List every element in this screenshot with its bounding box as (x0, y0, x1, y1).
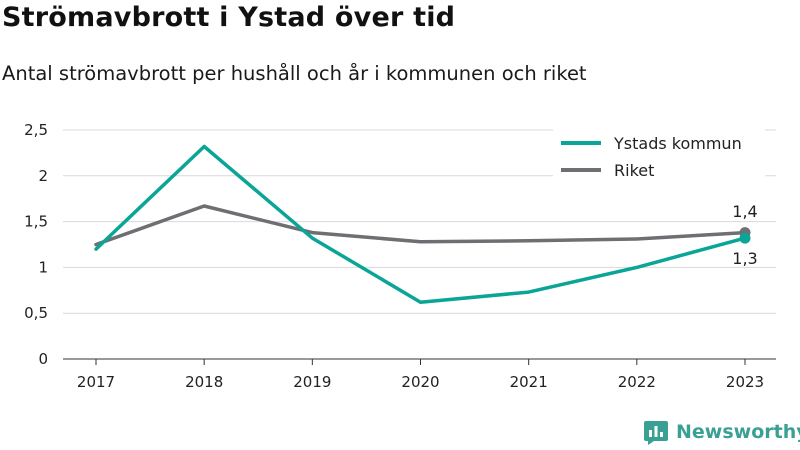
x-tick-label: 2023 (726, 373, 764, 391)
series-lines (94, 144, 747, 304)
legend: Ystads kommun Riket (561, 134, 742, 180)
y-tick-label: 1,5 (24, 213, 48, 231)
x-tick-label: 2022 (618, 373, 656, 391)
series-endpoints (739, 227, 751, 244)
x-tick-label: 2021 (510, 373, 548, 391)
series-line-riket (94, 204, 747, 247)
y-tick-label: 0,5 (24, 304, 48, 322)
x-tick-label: 2020 (401, 373, 439, 391)
legend-background (553, 126, 765, 184)
y-tick-label: 2,5 (24, 121, 48, 139)
y-tick-label: 2 (38, 167, 48, 185)
newsworthy-logo-icon (644, 421, 668, 445)
end-label-ystads-kommun: 1,3 (732, 249, 757, 268)
legend-label-riket: Riket (614, 161, 654, 180)
chart-title: Strömavbrott i Ystad över tid (2, 2, 456, 33)
x-tick-label: 2017 (77, 373, 115, 391)
legend-label-ystads-kommun: Ystads kommun (613, 134, 742, 153)
y-tick-label: 0 (38, 350, 48, 368)
series-line-ystads-kommun (94, 144, 747, 304)
y-axis-ticks: 0 0,5 1 1,5 2 2,5 (24, 121, 48, 368)
x-axis-ticks: 2017 2018 2019 2020 2021 2022 2023 (77, 359, 764, 391)
newsworthy-brand: Newsworthy (644, 419, 800, 445)
legend-box (553, 126, 765, 184)
series-endpoint-ystads-kommun (739, 232, 751, 244)
x-tick-label: 2018 (185, 373, 223, 391)
x-tick-label: 2019 (293, 373, 331, 391)
brand-name: Newsworthy (676, 421, 800, 443)
chart-subtitle: Antal strömavbrott per hushåll och år i … (2, 62, 587, 85)
y-tick-label: 1 (38, 258, 48, 276)
end-label-riket: 1,4 (732, 202, 757, 221)
